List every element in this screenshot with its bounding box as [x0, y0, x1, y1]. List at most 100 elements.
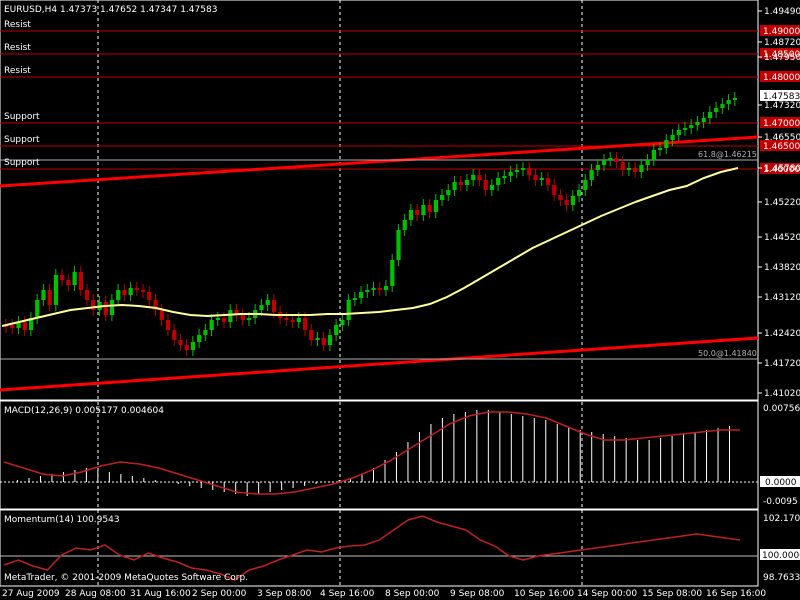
candle-body[interactable]: [352, 298, 358, 300]
candle-body[interactable]: [477, 175, 482, 180]
candle-body[interactable]: [28, 318, 34, 330]
candle-body[interactable]: [545, 178, 551, 185]
candle-body[interactable]: [595, 165, 600, 170]
candle-body[interactable]: [35, 300, 40, 318]
candle-body[interactable]: [682, 128, 688, 130]
candle-body[interactable]: [10, 325, 15, 328]
candle-body[interactable]: [408, 210, 414, 220]
candle-body[interactable]: [377, 288, 382, 290]
candle-body[interactable]: [695, 122, 700, 125]
candle-body[interactable]: [259, 305, 264, 310]
candle-body[interactable]: [564, 200, 569, 205]
time-axis[interactable]: 27 Aug 2009 28 Aug 08:00 31 Aug 16:00 2 Sep…: [2, 589, 766, 599]
candle-body[interactable]: [620, 162, 625, 170]
candle-body[interactable]: [334, 325, 339, 335]
candle-body[interactable]: [433, 200, 439, 212]
macd-pane[interactable]: [0, 400, 759, 510]
candle-body[interactable]: [464, 180, 470, 185]
candle-body[interactable]: [184, 345, 189, 350]
candle-body[interactable]: [296, 318, 301, 322]
candle-body[interactable]: [371, 288, 376, 290]
candle-body[interactable]: [116, 290, 121, 300]
candle-body[interactable]: [446, 190, 451, 195]
candle-body[interactable]: [383, 286, 389, 290]
candle-body[interactable]: [496, 178, 501, 185]
candle-body[interactable]: [701, 118, 706, 122]
candle-body[interactable]: [290, 320, 295, 322]
candle-body[interactable]: [514, 170, 519, 172]
candle-body[interactable]: [452, 182, 457, 190]
candle-body[interactable]: [520, 168, 526, 170]
candle-body[interactable]: [601, 160, 607, 165]
candle-body[interactable]: [421, 205, 426, 215]
candle-body[interactable]: [147, 292, 152, 300]
momentum-line[interactable]: [3, 515, 741, 581]
candle-body[interactable]: [427, 205, 432, 212]
candle-body[interactable]: [502, 176, 507, 178]
candle-body[interactable]: [552, 185, 557, 195]
candle-body[interactable]: [327, 335, 333, 345]
candle-body[interactable]: [60, 275, 65, 280]
candle-body[interactable]: [47, 290, 52, 305]
candle-body[interactable]: [284, 318, 289, 320]
candle-body[interactable]: [676, 130, 681, 135]
momentum-pane[interactable]: [0, 509, 759, 587]
candle-body[interactable]: [159, 310, 164, 320]
candle-body[interactable]: [527, 168, 532, 175]
macd-signal-line[interactable]: [3, 411, 740, 495]
candle-body[interactable]: [84, 290, 90, 300]
candle-body[interactable]: [658, 148, 663, 150]
candle-body[interactable]: [558, 195, 563, 200]
candle-body[interactable]: [153, 300, 158, 310]
candle-body[interactable]: [440, 195, 445, 200]
candle-body[interactable]: [66, 280, 71, 285]
candle-body[interactable]: [190, 342, 196, 350]
candle-body[interactable]: [390, 260, 395, 286]
candle-body[interactable]: [302, 318, 308, 330]
candle-body[interactable]: [91, 300, 96, 310]
candle-body[interactable]: [608, 158, 613, 160]
candle-body[interactable]: [489, 185, 495, 190]
candle-body[interactable]: [626, 168, 632, 170]
candle-body[interactable]: [645, 160, 650, 165]
candle-body[interactable]: [240, 315, 245, 320]
candle-body[interactable]: [215, 318, 221, 320]
candle-body[interactable]: [732, 98, 737, 100]
candle-body[interactable]: [109, 300, 115, 315]
candle-body[interactable]: [265, 300, 270, 305]
candle-body[interactable]: [246, 318, 252, 320]
candle-body[interactable]: [670, 135, 675, 140]
candle-body[interactable]: [41, 290, 46, 300]
candle-body[interactable]: [402, 220, 407, 230]
candle-body[interactable]: [633, 168, 638, 172]
main-pane[interactable]: [0, 0, 759, 401]
candle-body[interactable]: [415, 210, 420, 215]
candle-body[interactable]: [483, 180, 488, 190]
candle-body[interactable]: [583, 180, 588, 190]
candle-body[interactable]: [508, 172, 513, 176]
macd-histogram[interactable]: [6, 410, 731, 496]
candle-body[interactable]: [639, 165, 644, 172]
candle-body[interactable]: [22, 322, 27, 330]
channel-lower-line[interactable]: [0, 336, 759, 392]
candle-body[interactable]: [714, 108, 719, 112]
candle-body[interactable]: [577, 190, 582, 196]
price-scale[interactable]: 1.49000 1.48500 1.48000 1.47000 1.46500 1.460…: [758, 7, 800, 399]
candle-body[interactable]: [53, 275, 59, 305]
candle-body[interactable]: [321, 338, 326, 345]
candle-body[interactable]: [365, 290, 370, 292]
candle-body[interactable]: [309, 330, 314, 340]
candle-body[interactable]: [141, 290, 146, 292]
candle-body[interactable]: [570, 196, 576, 205]
candle-body[interactable]: [651, 150, 657, 160]
candle-body[interactable]: [533, 175, 538, 180]
candle-body[interactable]: [346, 300, 351, 320]
candle-body[interactable]: [707, 112, 713, 118]
candle-body[interactable]: [228, 310, 233, 322]
candle-body[interactable]: [128, 288, 133, 295]
candle-body[interactable]: [539, 178, 544, 180]
candle-body[interactable]: [222, 318, 227, 322]
candle-body[interactable]: [203, 330, 208, 335]
candle-body[interactable]: [471, 175, 476, 180]
